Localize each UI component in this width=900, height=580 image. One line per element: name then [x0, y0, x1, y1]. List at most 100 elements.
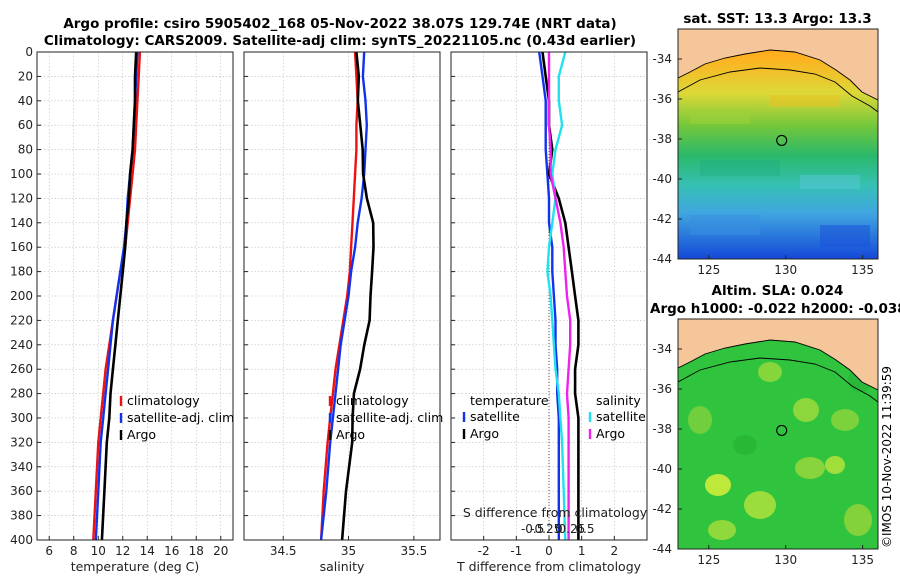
legend-label: satellite-adj. clim: [127, 410, 234, 425]
y-tick-label: 80: [18, 143, 33, 157]
y-tick-label: 320: [10, 435, 33, 449]
x-tick-label: 1: [578, 544, 586, 558]
figure-title-line1: Argo profile: csiro 5905402_168 05-Nov-2…: [63, 16, 617, 32]
y-tick-label: 100: [10, 167, 33, 181]
y-tick-label: 160: [10, 240, 33, 254]
sst-coastline: [678, 49, 878, 101]
y-tick-label: 280: [10, 387, 33, 401]
map-y-tick-label: -36: [652, 382, 672, 396]
sla-map-title: Altim. SLA: 0.024: [711, 283, 844, 299]
legend-label: climatology: [127, 393, 200, 408]
map-x-tick-label: 135: [851, 553, 874, 567]
x-tick-label: 10: [91, 544, 106, 558]
sla-map-frame: [677, 318, 879, 550]
x-tick-label: -1: [510, 544, 522, 558]
map-x-tick-label: 130: [774, 263, 797, 277]
x-tick-label: 0: [545, 544, 553, 558]
map-x-tick-label: 125: [697, 553, 720, 567]
sst-map-ticks: -34 -36 -38 -40 -42 -44 125 130 135: [652, 52, 874, 277]
y-tick-label: 40: [18, 94, 33, 108]
y-tick-label: 240: [10, 338, 33, 352]
sst-map-frame: [677, 28, 879, 260]
s-tick-label: 0.25: [559, 522, 586, 536]
x-tick-label: 6: [45, 544, 53, 558]
x-axis-label-secondary: S difference from climatology: [463, 505, 648, 520]
x-tick-label: 8: [70, 544, 78, 558]
map-y-tick-label: -42: [652, 502, 672, 516]
sst-texture: [690, 95, 870, 247]
map-y-tick-label: -44: [652, 542, 672, 556]
sst-map-title: sat. SST: 13.3 Argo: 13.3: [683, 11, 872, 27]
map-x-tick-label: 135: [851, 263, 874, 277]
series-line-argo: [100, 51, 138, 541]
legend-title-salinity: salinity: [596, 393, 641, 408]
s-tick-label: -0.5: [521, 522, 544, 536]
x-tick-label: 12: [115, 544, 130, 558]
s-tick-label: 0.5: [575, 522, 594, 536]
x-axis-label: T difference from climatology: [456, 559, 642, 574]
y-tick-label: 20: [18, 69, 33, 83]
map-y-tick-label: -38: [652, 422, 672, 436]
series-line-temperature-satellite: [538, 51, 560, 540]
sst-contour: [678, 67, 878, 113]
s-tick-label: 0: [555, 522, 563, 536]
y-tick-label: 200: [10, 289, 33, 303]
legend-title-temperature: temperature: [470, 393, 549, 408]
y-tick-label: 380: [10, 509, 33, 523]
x-axis-label: temperature (deg C): [71, 559, 200, 574]
panel-temperature: 6 8 10 12 14 16 18 20 temperature (deg C) climato…: [36, 51, 234, 574]
x-tick-label: 2: [611, 544, 619, 558]
legend-label: climatology: [336, 393, 409, 408]
legend-label: satellite: [596, 409, 646, 424]
y-axis: 0 20 40 60 80 100 120 140 160 180 200 220 240 260 280 3…: [10, 45, 455, 547]
x-tick-label: 35.5: [401, 544, 428, 558]
legend-label: Argo: [470, 426, 499, 441]
y-tick-label: 60: [18, 118, 33, 132]
map-x-tick-label: 130: [774, 553, 797, 567]
series-line-salinity-satellite: [546, 51, 567, 541]
y-tick-label: 360: [10, 484, 33, 498]
x-tick-label: 16: [164, 544, 179, 558]
figure-title-line2: Climatology: CARS2009. Satellite-adj cli…: [43, 33, 637, 49]
y-tick-label: 0: [25, 45, 33, 59]
legend-label: Argo: [336, 427, 365, 442]
map-y-tick-label: -40: [652, 462, 672, 476]
sst-argo-marker: [776, 134, 788, 146]
map-y-tick-label: -44: [652, 252, 672, 266]
series-line-argo: [340, 51, 375, 541]
sla-map: -34 -36 -38 -40 -42 -44 125 130 135: [652, 318, 879, 567]
sst-land: [678, 29, 878, 100]
y-tick-label: 260: [10, 362, 33, 376]
x-tick-label: 34.5: [270, 544, 297, 558]
x-tick-label: -2: [478, 544, 490, 558]
y-tick-label: 120: [10, 191, 33, 205]
sla-argo-marker: [776, 424, 788, 436]
panel-difference: -2 -1 0 1 2T difference from climatology S di…: [450, 51, 648, 574]
legend-label: satellite: [470, 409, 520, 424]
s-tick-label: -0.25: [530, 522, 561, 536]
map-y-tick-label: -36: [652, 92, 672, 106]
sla-map-subtitle: Argo h1000: -0.022 h2000: -0.038: [650, 301, 900, 317]
sla-map-ticks: -34 -36 -38 -40 -42 -44 125 130 135: [652, 342, 874, 567]
map-x-tick-label: 125: [697, 263, 720, 277]
map-y-tick-label: -38: [652, 132, 672, 146]
y-tick-label: 180: [10, 265, 33, 279]
map-y-tick-label: -40: [652, 172, 672, 186]
map-y-tick-label: -34: [652, 342, 672, 356]
x-tick-label: 14: [140, 544, 155, 558]
y-tick-label: 140: [10, 216, 33, 230]
series-line-satellite-adj-clim: [94, 51, 139, 541]
legend-label: satellite-adj. clim: [336, 410, 443, 425]
series-line-satellite-adj-clim: [319, 51, 368, 541]
sla-coastline: [678, 339, 878, 391]
map-y-tick-label: -42: [652, 212, 672, 226]
y-tick-label: 220: [10, 313, 33, 327]
y-tick-label: 400: [10, 533, 33, 547]
panel-salinity: 34.5 35 35.5 salinity climatology satellite-a…: [243, 51, 443, 574]
x-tick-label: 18: [189, 544, 204, 558]
sla-land: [678, 319, 878, 390]
legend-label: Argo: [127, 427, 156, 442]
map-y-tick-label: -34: [652, 52, 672, 66]
